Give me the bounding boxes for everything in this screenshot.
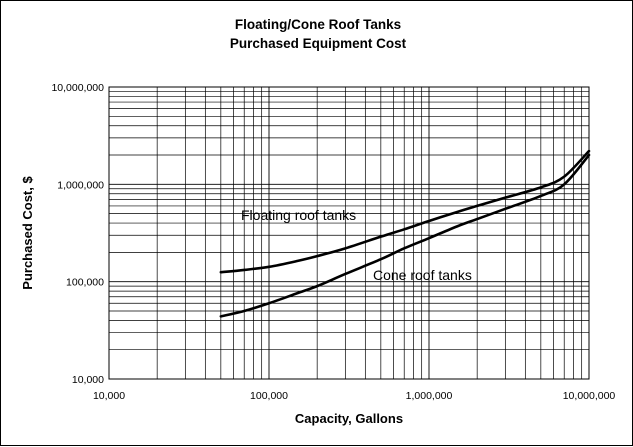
chart-title: Floating/Cone Roof Tanks [235, 17, 401, 32]
y-tick-label: 10,000 [72, 374, 104, 386]
x-axis-title: Capacity, Gallons [295, 411, 403, 426]
y-axis-title: Purchased Cost, $ [20, 176, 35, 290]
tick-layer: 10,000 100,000 1,000,000 10,000,000 10,000 10… [51, 82, 615, 402]
x-tick-label: 1,000,000 [406, 390, 453, 402]
y-tick-label: 10,000,000 [51, 82, 104, 94]
x-tick-label: 10,000,000 [563, 390, 616, 402]
x-tick-label: 100,000 [250, 390, 288, 402]
y-tick-label: 100,000 [66, 277, 104, 289]
grid-layer [109, 87, 589, 379]
series-label-floating-roof-tanks: Floating roof tanks [241, 207, 356, 223]
x-tick-label: 10,000 [93, 390, 125, 402]
plot-area-border [108, 86, 590, 380]
series-layer [219, 149, 591, 318]
chart-subtitle: Purchased Equipment Cost [230, 36, 407, 51]
series-label-cone-roof-tanks: Cone roof tanks [373, 267, 472, 283]
series-line-floating-roof-tanks [219, 149, 591, 274]
series-line-cone-roof-tanks [219, 153, 591, 318]
y-tick-label: 1,000,000 [57, 179, 104, 191]
